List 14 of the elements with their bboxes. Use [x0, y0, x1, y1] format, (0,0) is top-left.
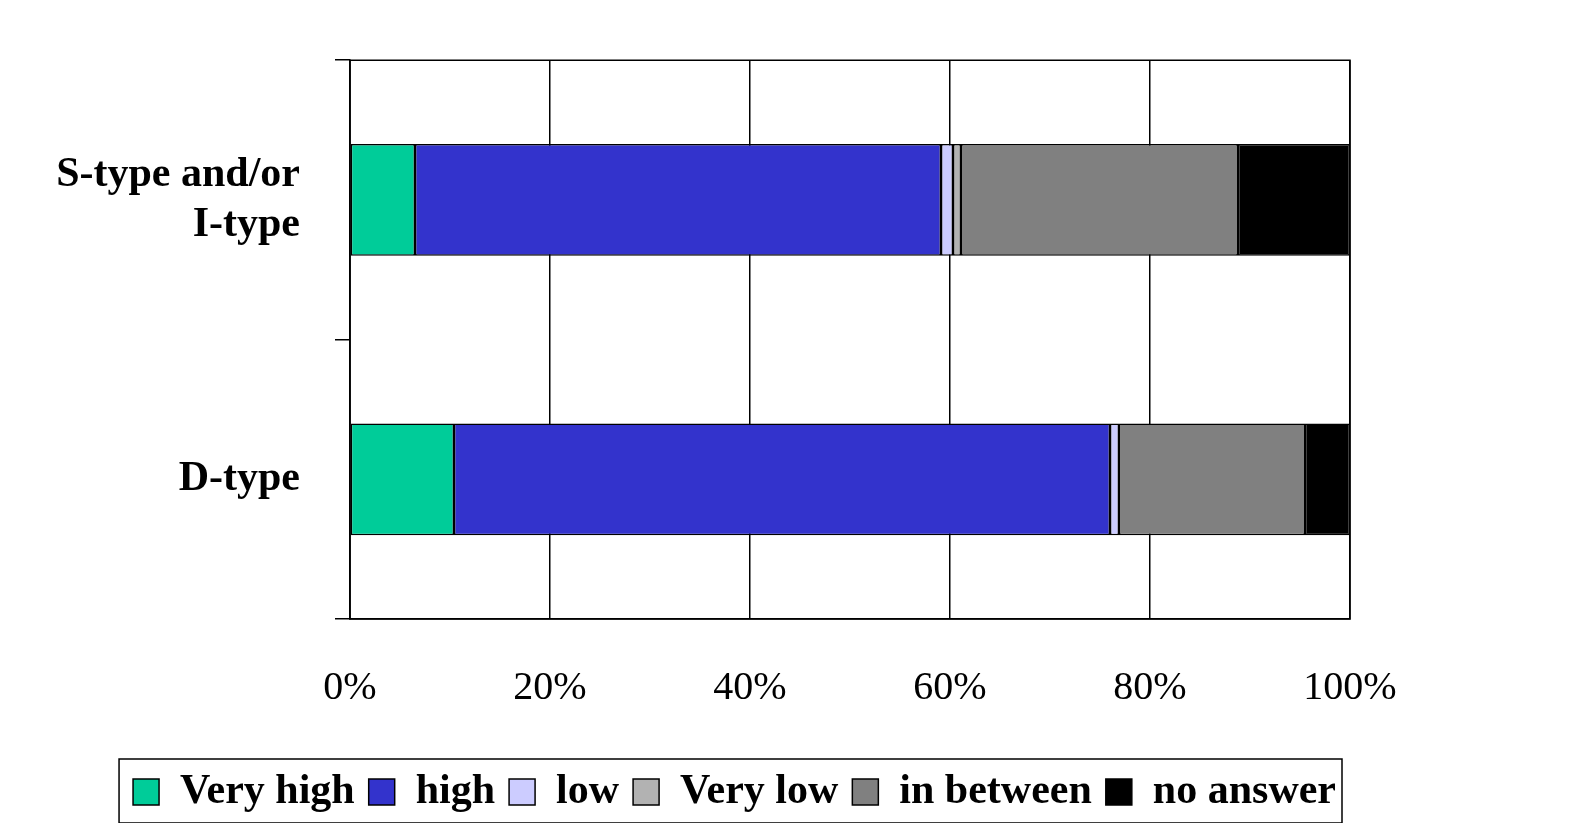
x-tick-label: 40% [713, 662, 787, 708]
y-tick-label: D-type [178, 453, 300, 500]
legend-label: Very high [180, 765, 355, 812]
legend-label: high [415, 765, 496, 812]
x-tick-label: 20% [513, 662, 587, 708]
x-tick-label: 100% [1303, 662, 1397, 708]
y-tick-label: S-type and/or I-type [56, 148, 300, 245]
x-tick-label: 0% [323, 662, 377, 708]
legend-label: Very low [680, 765, 840, 812]
x-tick-label: 60% [913, 662, 987, 708]
legend-label: no answer [1152, 765, 1337, 812]
legend-label: in between [899, 765, 1092, 812]
legend-label: low [556, 765, 620, 812]
x-tick-label: 80% [1113, 662, 1187, 708]
